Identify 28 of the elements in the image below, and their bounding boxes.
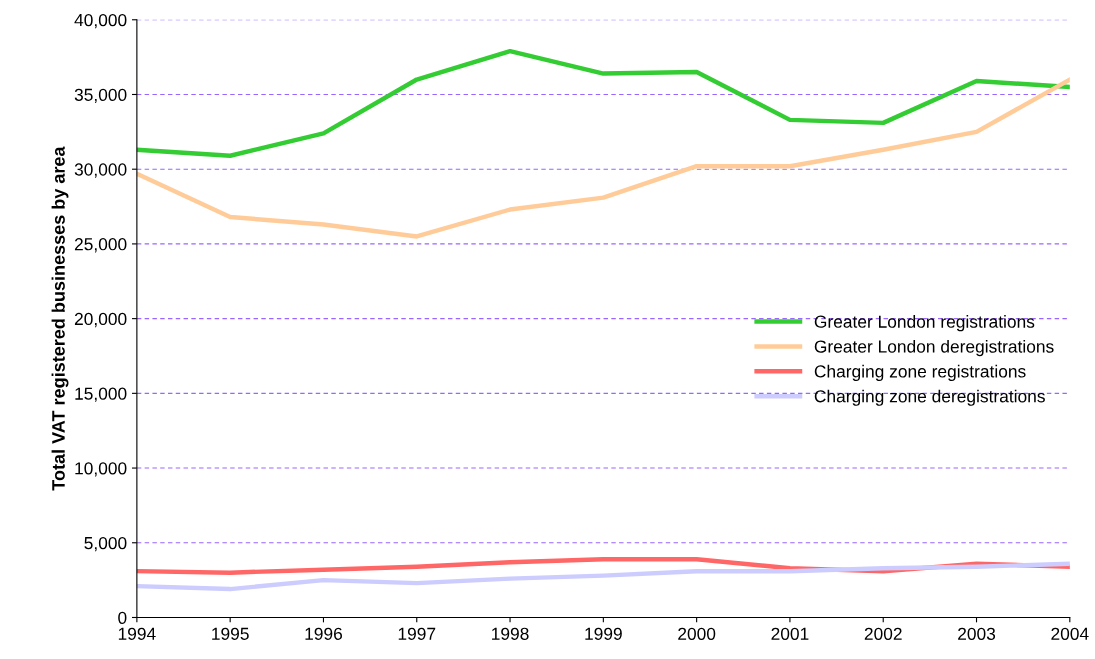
y-tick-label: 25,000 bbox=[74, 238, 127, 253]
x-tick-label: 1994 bbox=[118, 627, 156, 640]
y-tick-label: 35,000 bbox=[74, 88, 127, 103]
x-tick-label: 2003 bbox=[958, 627, 996, 640]
x-tick-label: 2004 bbox=[1051, 627, 1089, 640]
y-tick-label: 0 bbox=[118, 611, 127, 624]
legend-label: Charging zone registrations bbox=[814, 364, 1026, 381]
y-axis-title: Total VAT registered businesses by area bbox=[51, 146, 69, 491]
legend-label: Charging zone deregistrations bbox=[814, 389, 1045, 406]
y-tick-label: 30,000 bbox=[74, 163, 127, 178]
x-tick-label: 2002 bbox=[864, 627, 902, 640]
legend-label: Greater London registrations bbox=[814, 315, 1035, 332]
x-tick-label: 1999 bbox=[585, 627, 622, 640]
line-series bbox=[136, 48, 1070, 158]
y-tick-label: 10,000 bbox=[75, 462, 127, 477]
x-tick-label: 2000 bbox=[678, 627, 716, 640]
x-tick-label: 1995 bbox=[212, 627, 249, 640]
x-tick-label: 2001 bbox=[771, 627, 809, 640]
line-series bbox=[136, 561, 1070, 592]
x-tick-label: 1997 bbox=[398, 627, 436, 640]
x-tick-label: 1998 bbox=[492, 627, 529, 640]
y-tick-label: 15,000 bbox=[75, 387, 127, 402]
line-series bbox=[136, 77, 1070, 239]
legend-label: Greater London deregistrations bbox=[814, 339, 1054, 357]
x-tick-label: 1996 bbox=[305, 627, 343, 640]
y-tick-label: 40,000 bbox=[74, 13, 127, 29]
y-tick-label: 5,000 bbox=[84, 536, 127, 552]
y-tick-label: 20,000 bbox=[74, 312, 127, 328]
